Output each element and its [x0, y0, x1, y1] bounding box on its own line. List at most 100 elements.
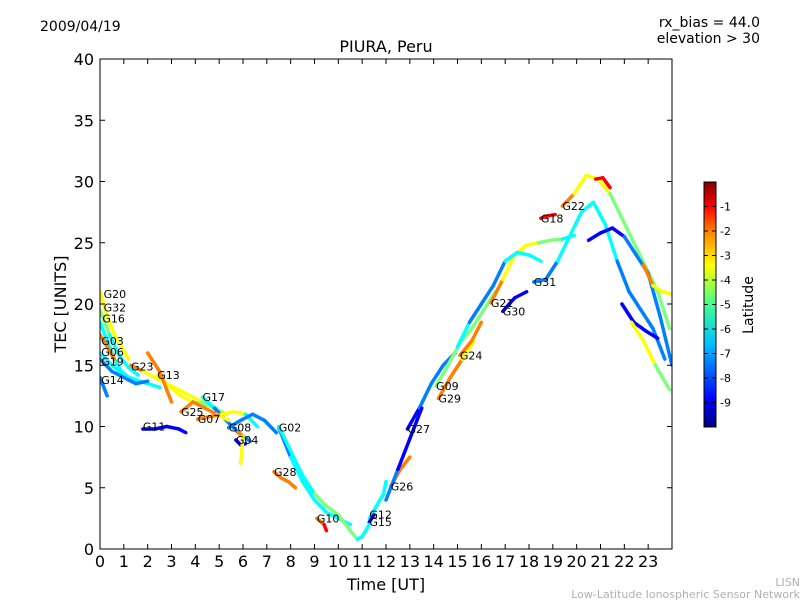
series-segment — [103, 388, 109, 398]
y-tick-label: 0 — [84, 540, 94, 559]
series-G12 — [367, 479, 388, 521]
series-G29 — [436, 339, 476, 401]
series-segment — [110, 363, 126, 377]
series-label-G12: G12 — [369, 509, 392, 522]
x-tick-label: 16 — [471, 552, 491, 571]
series-segment — [586, 231, 603, 243]
series-segment — [620, 216, 636, 245]
series-segment — [238, 434, 245, 465]
x-tick-label: 13 — [400, 552, 420, 571]
series-segment — [627, 290, 643, 312]
series-segment — [660, 290, 672, 296]
series-G10 — [315, 516, 329, 533]
y-axis-label: TEC [UNITS] — [51, 256, 70, 354]
series-segment — [448, 357, 465, 380]
series-segment — [119, 345, 131, 361]
x-tick-label: 19 — [543, 552, 563, 571]
series-segment — [360, 522, 372, 539]
series-segment — [512, 290, 529, 300]
x-tick-label: 21 — [590, 552, 610, 571]
x-tick-label: 20 — [566, 552, 586, 571]
series-label-G13: G13 — [157, 369, 180, 382]
x-tick-label: 22 — [614, 552, 634, 571]
series-G21 — [489, 233, 577, 305]
series-segment — [524, 241, 541, 247]
series-G18 — [539, 212, 557, 220]
x-tick-label: 23 — [638, 552, 658, 571]
series-segment — [641, 263, 655, 288]
x-tick-label: 5 — [214, 552, 224, 571]
x-tick-label: 12 — [376, 552, 396, 571]
series-segment — [117, 353, 131, 370]
series-segment — [286, 479, 298, 490]
series-label-G04: G04 — [236, 434, 259, 447]
y-tick-label: 40 — [74, 50, 94, 69]
series-segment — [579, 200, 596, 214]
series-segment — [651, 283, 665, 294]
series-segment — [610, 226, 627, 239]
colorbar-label: Latitude — [741, 276, 757, 334]
series-segment — [658, 314, 672, 367]
series-label-G27: G27 — [407, 423, 430, 436]
x-tick-label: 7 — [262, 552, 272, 571]
y-tick-label: 25 — [74, 234, 94, 253]
series-label-G29: G29 — [438, 392, 461, 405]
series-segment — [203, 406, 219, 416]
series-label-G18: G18 — [541, 212, 564, 225]
series-segment — [157, 369, 174, 404]
series-G03 — [100, 332, 117, 361]
series-label-G31: G31 — [534, 276, 557, 289]
series-segment — [467, 302, 484, 325]
series-label-G15: G15 — [369, 516, 392, 529]
series-label-G09: G09 — [436, 380, 459, 393]
date-label: 2009/04/19 — [40, 19, 121, 35]
series-segment — [191, 400, 207, 410]
series-unlabeled-39 — [236, 430, 245, 465]
series-segment — [548, 237, 565, 243]
series-segment — [591, 200, 608, 227]
series-segment — [398, 455, 412, 472]
x-tick-label: 1 — [119, 552, 129, 571]
series-segment — [639, 308, 655, 331]
colorbar-tick-label: -5 — [720, 299, 731, 312]
footer-network: Low-Latitude Ionospheric Sensor Network — [571, 588, 800, 600]
series-segment — [620, 302, 636, 325]
x-tick-label: 4 — [190, 552, 200, 571]
series-segment — [112, 332, 124, 349]
colorbar-tick-label: -4 — [720, 274, 731, 287]
series-segment — [112, 357, 124, 374]
series-label-G03: G03 — [101, 335, 124, 348]
series-segment — [458, 339, 474, 358]
series-segment — [501, 296, 517, 314]
series-label-G21: G21 — [491, 297, 514, 310]
series-G15 — [367, 512, 376, 524]
series-label-G28: G28 — [274, 466, 297, 479]
x-tick-label: 3 — [166, 552, 176, 571]
series-segment — [179, 400, 195, 414]
series-segment — [195, 414, 212, 421]
series-segment — [560, 192, 577, 208]
plot-frame — [99, 58, 673, 550]
series-segment — [367, 512, 376, 524]
series-segment — [479, 283, 495, 306]
footer-lisn: LISN — [775, 576, 800, 589]
series-segment — [145, 381, 162, 390]
series-segment — [653, 363, 672, 392]
series-segment — [527, 253, 543, 263]
x-tick-label: 8 — [286, 552, 296, 571]
series-label-G10: G10 — [317, 512, 340, 525]
series-unlabeled-33 — [641, 263, 672, 296]
series-segment — [100, 357, 114, 374]
colorbar-tick-label: -1 — [720, 201, 731, 214]
series-segment — [153, 424, 169, 431]
series-segment — [288, 455, 305, 484]
series-segment — [110, 369, 126, 380]
series-segment — [596, 177, 612, 196]
series-segment — [288, 449, 305, 478]
series-unlabeled-32 — [629, 320, 672, 392]
y-tick-label: 5 — [84, 479, 94, 498]
series-unlabeled-31 — [620, 302, 660, 341]
series-label-G20: G20 — [104, 288, 127, 301]
y-tick-label: 15 — [74, 356, 94, 375]
